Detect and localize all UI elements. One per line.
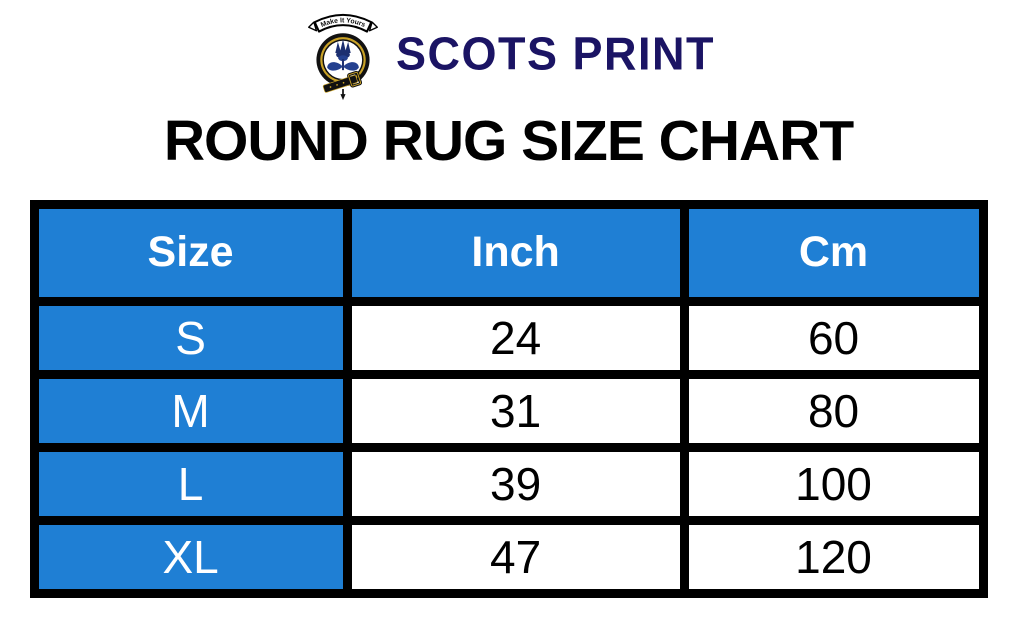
cm-cell: 100 <box>679 442 988 525</box>
crest-buckle <box>322 70 363 93</box>
size-chart-table: Size Inch Cm S 24 60 M 31 80 L 39 100 XL… <box>29 199 988 598</box>
crest-tassel <box>340 89 346 101</box>
crest-motto-text: Make It Yours <box>320 17 367 29</box>
inch-cell: 39 <box>342 442 689 525</box>
size-cell: XL <box>29 515 352 598</box>
page-title: ROUND RUG SIZE CHART <box>163 109 854 173</box>
header-row: Size Inch Cm <box>29 199 988 306</box>
thistle-icon <box>327 39 359 71</box>
col-header-cm: Cm <box>679 199 988 306</box>
cm-cell: 120 <box>679 515 988 598</box>
brand-header: Make It Yours <box>0 0 1017 101</box>
size-cell: M <box>29 369 352 452</box>
col-header-size: Size <box>29 199 352 306</box>
inch-cell: 47 <box>342 515 689 598</box>
brand-wordmark: SCOTS PRINT <box>395 26 716 80</box>
cm-cell: 60 <box>679 296 988 379</box>
cm-cell: 80 <box>679 369 988 452</box>
size-cell: L <box>29 442 352 525</box>
brand-crest-logo: Make It Yours <box>308 13 378 101</box>
size-cell: S <box>29 296 352 379</box>
table-row: L 39 100 <box>29 442 988 525</box>
inch-cell: 24 <box>342 296 689 379</box>
table-row: M 31 80 <box>29 369 988 452</box>
table-row: S 24 60 <box>29 296 988 379</box>
inch-cell: 31 <box>342 369 689 452</box>
crest-motto-banner: Make It Yours <box>308 13 378 33</box>
table-row: XL 47 120 <box>29 515 988 598</box>
col-header-inch: Inch <box>342 199 689 306</box>
